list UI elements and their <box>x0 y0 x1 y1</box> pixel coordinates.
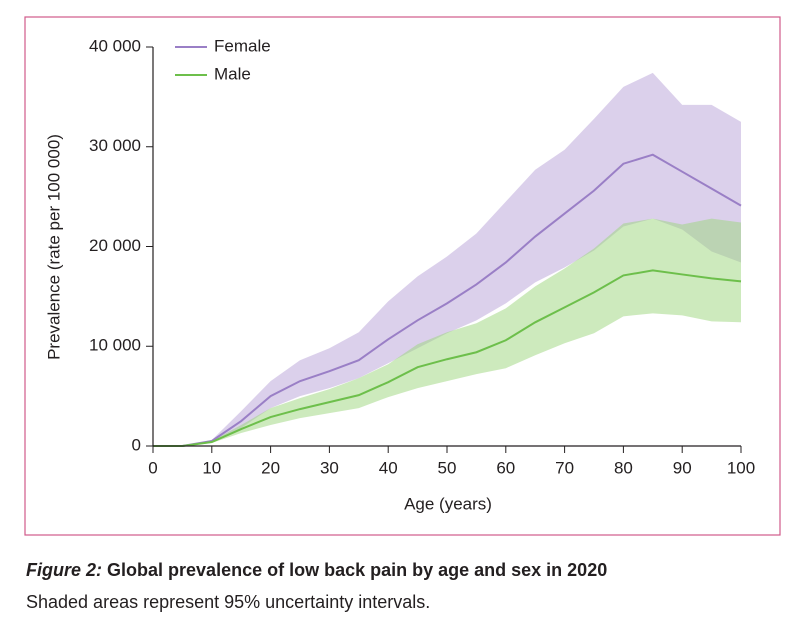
uncertainty-band <box>153 218 741 446</box>
frame <box>24 16 781 536</box>
x-tick-label: 40 <box>379 458 398 477</box>
y-tick-label: 10 000 <box>89 336 141 355</box>
series-line <box>153 269 742 447</box>
series-line <box>153 153 742 447</box>
x-axis-label: Age (years) <box>404 494 492 513</box>
x-tick-label: 20 <box>261 458 280 477</box>
subtitle: Shaded areas represent 95% uncertainty i… <box>26 592 431 612</box>
y-tick-label: 30 000 <box>89 136 141 155</box>
x-tick-label: 0 <box>148 458 157 477</box>
x-tick-label: 100 <box>727 458 755 477</box>
legend-label: Male <box>214 64 251 83</box>
chart: Age (years) Prevalence (rate per 100 000… <box>24 16 781 536</box>
uncertainty-band <box>153 72 741 446</box>
x-tick-label: 60 <box>496 458 515 477</box>
x-tick-label: 10 <box>202 458 221 477</box>
x-tick-label: 70 <box>555 458 574 477</box>
caption-line: Figure 2: Global prevalence of low back … <box>26 560 607 581</box>
x-tick-label: 30 <box>320 458 339 477</box>
y-tick-label: 20 000 <box>89 236 141 255</box>
y-axis-label: Prevalence (rate per 100 000) <box>44 134 63 360</box>
x-tick-label: 80 <box>614 458 633 477</box>
caption: Global prevalence of low back pain by ag… <box>107 560 608 580</box>
y-tick-label: 0 <box>132 435 141 454</box>
y-tick-label: 40 000 <box>89 36 141 55</box>
x-tick-label: 50 <box>438 458 457 477</box>
caption-label: Figure 2: <box>26 560 103 580</box>
x-tick-label: 90 <box>673 458 692 477</box>
legend-label: Female <box>214 36 271 55</box>
